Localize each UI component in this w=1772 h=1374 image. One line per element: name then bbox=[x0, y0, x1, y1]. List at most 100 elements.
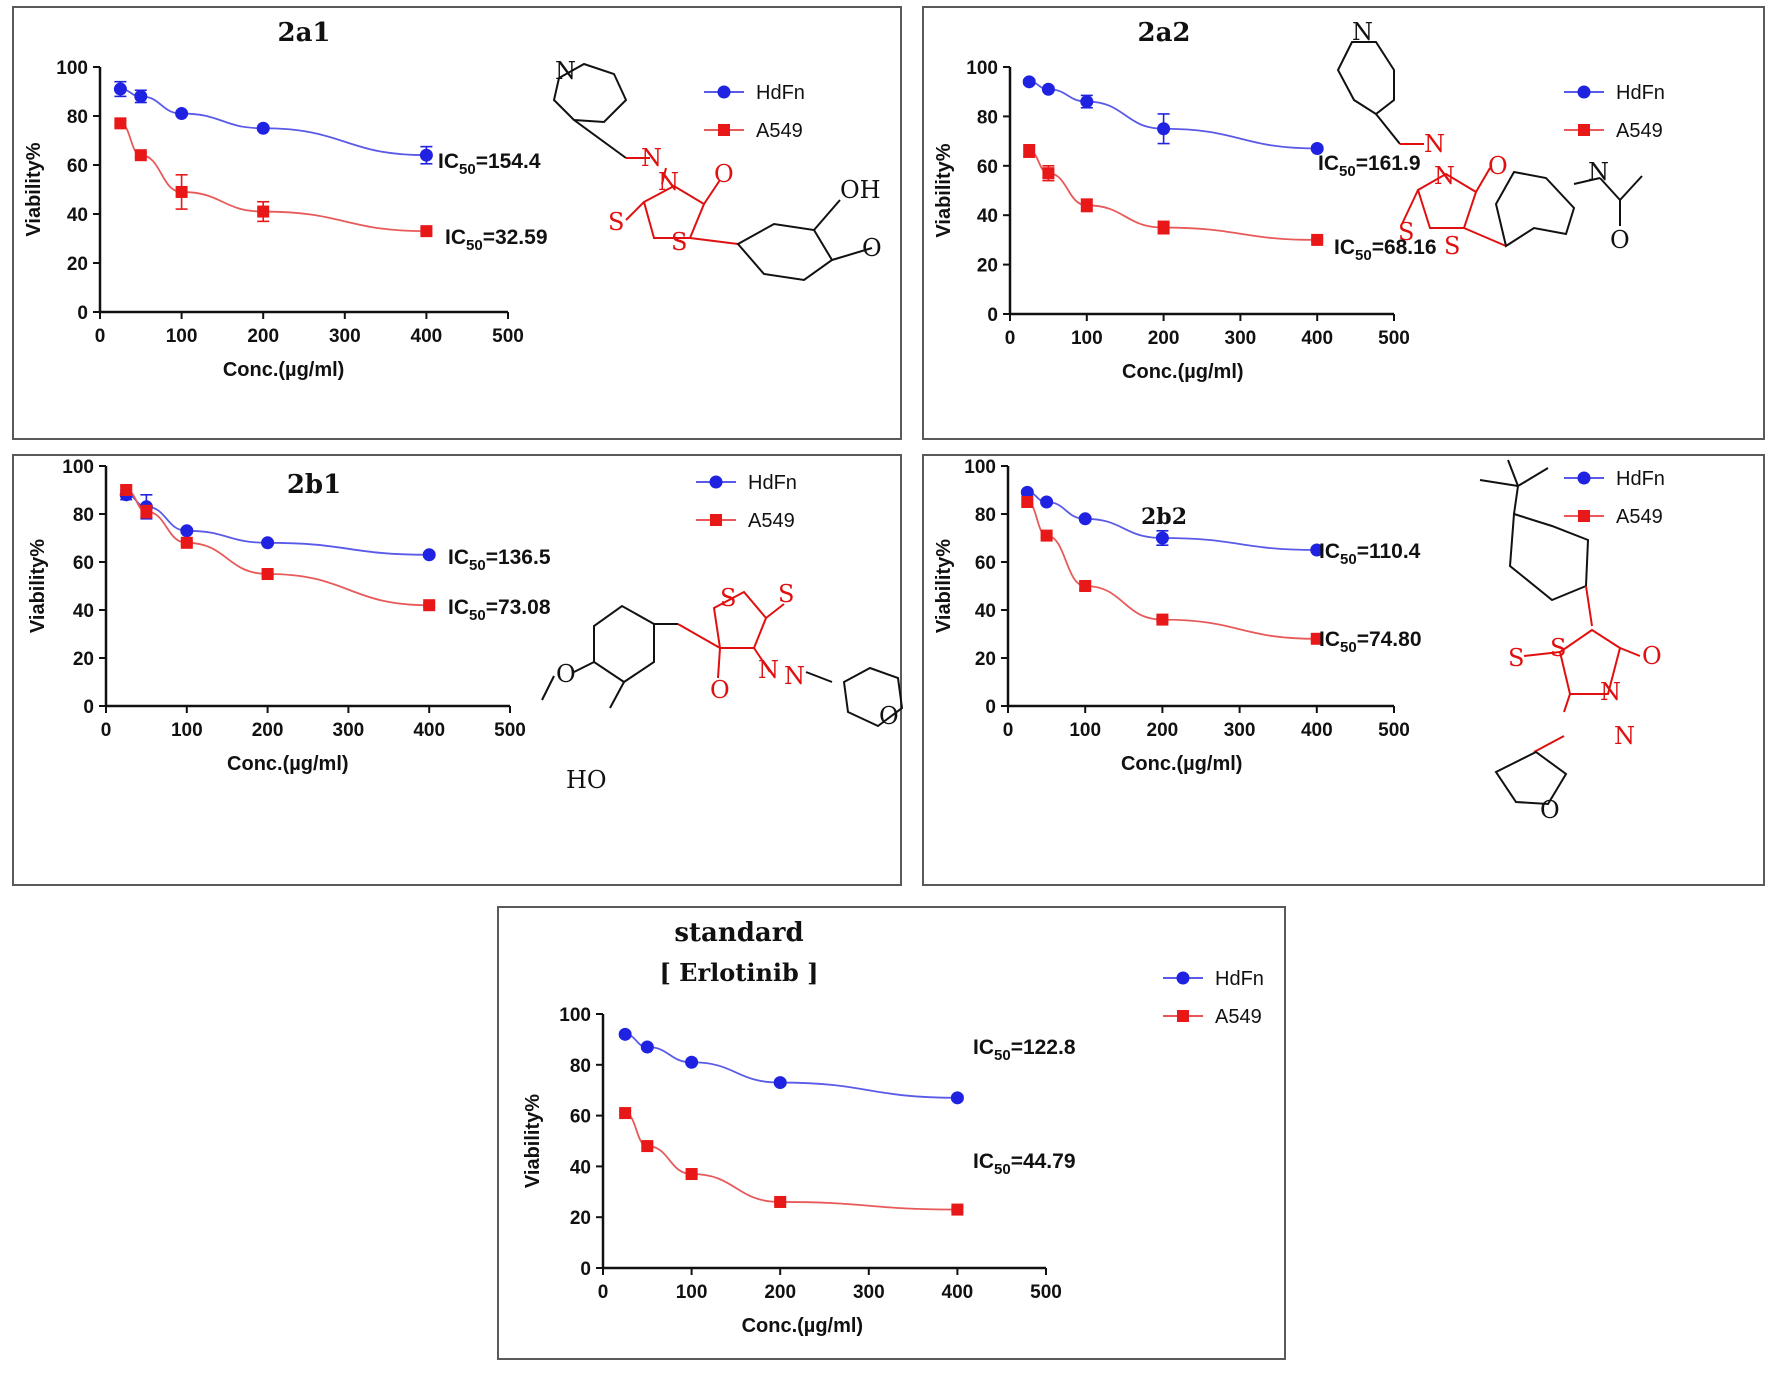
data-point-a549 bbox=[1310, 632, 1323, 645]
legend-label: A549 bbox=[1215, 1006, 1262, 1028]
structure-atom-label: O bbox=[1642, 642, 1662, 670]
structure-atom-label: S bbox=[720, 584, 736, 612]
ic50-annotation: IC50=74.80 bbox=[1319, 628, 1422, 656]
chart-title: 2b1 bbox=[286, 470, 342, 500]
chemical-structure: N N N O S S OH O bbox=[552, 57, 882, 282]
structure-atom-label: O bbox=[862, 234, 882, 262]
y-tick-label: 100 bbox=[964, 457, 996, 478]
x-tick-label: 500 bbox=[1378, 720, 1410, 741]
chart-svg: S S N N O O O HO 0 100 200 300 400 500 0 20 40 60… bbox=[27, 457, 904, 794]
ic50-annotation: IC50=73.08 bbox=[448, 596, 551, 624]
x-tick-label: 0 bbox=[598, 1282, 609, 1303]
legend-label: A549 bbox=[1616, 120, 1663, 142]
data-point-hdfn bbox=[773, 1076, 787, 1090]
ic50-annotation: IC50=122.8 bbox=[973, 1036, 1076, 1064]
series-a549 bbox=[1023, 144, 1324, 246]
data-point-a549 bbox=[180, 536, 193, 549]
y-tick-label: 40 bbox=[977, 206, 998, 227]
data-point-a549 bbox=[1040, 529, 1053, 542]
legend-marker bbox=[709, 475, 723, 489]
structure-atom-label: N bbox=[758, 656, 779, 684]
series-hdfn bbox=[113, 80, 433, 165]
y-tick-label: 0 bbox=[580, 1259, 591, 1280]
series-line bbox=[1026, 501, 1317, 640]
structure-atom-label: S bbox=[1444, 232, 1460, 260]
series-line bbox=[625, 1033, 958, 1099]
data-point-a549 bbox=[261, 568, 274, 580]
chemical-structure: N N N O S S N O bbox=[1336, 18, 1643, 260]
structure-atom-label: S bbox=[1550, 634, 1566, 662]
y-axis-label: Viability% bbox=[933, 143, 955, 237]
y-tick-label: 100 bbox=[56, 58, 88, 79]
structure-atom-label: N bbox=[1424, 130, 1445, 158]
plot-area: 0 100 200 300 400 500 0 20 40 60 80 100 Conc.(µg/ml)… bbox=[933, 58, 1665, 383]
data-point-a549 bbox=[619, 1107, 632, 1120]
data-point-a549 bbox=[1311, 233, 1324, 246]
legend-marker bbox=[710, 514, 722, 526]
data-point-a549 bbox=[774, 1195, 787, 1208]
y-tick-label: 40 bbox=[67, 205, 88, 226]
data-point-hdfn bbox=[261, 536, 275, 550]
ic50-annotation: IC50=154.4 bbox=[438, 150, 541, 178]
legend-marker bbox=[1577, 471, 1591, 485]
series-line bbox=[120, 122, 427, 233]
y-tick-label: 80 bbox=[73, 505, 94, 526]
chart-panel-2a2: 2a2 N N N O S S N O 0 100 200 300 400 500 0 20 4… bbox=[922, 6, 1765, 440]
y-tick-label: 40 bbox=[570, 1157, 591, 1178]
chart-panel-standard: standard [ Erlotinib ] 0 100 200 300 400 500 0… bbox=[497, 906, 1286, 1360]
data-point-a549 bbox=[1156, 613, 1169, 626]
y-tick-label: 80 bbox=[570, 1056, 591, 1077]
legend-label: HdFn bbox=[1215, 968, 1264, 990]
x-tick-label: 400 bbox=[1301, 720, 1333, 741]
x-tick-label: 0 bbox=[101, 720, 112, 741]
series-line bbox=[1028, 150, 1318, 241]
data-point-a549 bbox=[1023, 144, 1036, 157]
data-point-hdfn bbox=[1020, 485, 1034, 499]
x-tick-label: 100 bbox=[1071, 328, 1103, 349]
chart-panel-2b1: 2b1 S S N N O O O HO 0 100 200 300 400 500 0 20… bbox=[12, 454, 904, 886]
data-point-hdfn bbox=[1022, 75, 1036, 89]
data-point-hdfn bbox=[1157, 122, 1171, 136]
data-point-hdfn bbox=[1041, 82, 1055, 96]
structure-atom-label: O bbox=[714, 160, 734, 188]
legend-label: HdFn bbox=[1616, 468, 1665, 490]
chart-panel-2b2: 2b2 S S N O N O 0 100 200 300 400 500 0 20 40 60 8… bbox=[922, 454, 1765, 886]
chart-title: 2a2 bbox=[1137, 18, 1191, 48]
ic50-annotation: IC50=136.5 bbox=[448, 546, 551, 574]
data-point-hdfn bbox=[180, 524, 194, 538]
legend-label: A549 bbox=[756, 120, 803, 142]
data-point-a549 bbox=[685, 1168, 698, 1181]
data-point-a549 bbox=[420, 225, 433, 238]
data-point-a549 bbox=[951, 1203, 964, 1216]
series-a549 bbox=[120, 484, 436, 612]
data-point-hdfn bbox=[685, 1055, 699, 1069]
y-tick-label: 80 bbox=[975, 505, 996, 526]
y-axis-label: Viability% bbox=[27, 539, 49, 633]
structure-atom-label: N bbox=[1588, 158, 1609, 186]
y-tick-label: 60 bbox=[73, 553, 94, 574]
data-point-a549 bbox=[257, 205, 270, 218]
structure-atom-label: O bbox=[1540, 796, 1560, 824]
data-point-hdfn bbox=[950, 1091, 964, 1105]
y-tick-label: 60 bbox=[67, 156, 88, 177]
legend-marker bbox=[1578, 510, 1590, 522]
data-point-hdfn bbox=[256, 121, 270, 135]
series-hdfn bbox=[1022, 75, 1324, 156]
series-line bbox=[1029, 80, 1318, 150]
series-line bbox=[624, 1112, 958, 1211]
chart-title: 2b2 bbox=[1141, 504, 1187, 530]
x-tick-label: 0 bbox=[1003, 720, 1014, 741]
structure-atom-label: O bbox=[710, 676, 730, 704]
data-point-hdfn bbox=[1080, 95, 1094, 109]
ic50-annotation: IC50=68.16 bbox=[1334, 236, 1437, 264]
series-hdfn bbox=[618, 1027, 964, 1105]
y-tick-label: 80 bbox=[977, 107, 998, 128]
x-tick-label: 300 bbox=[853, 1282, 885, 1303]
y-tick-label: 100 bbox=[966, 58, 998, 79]
x-tick-label: 200 bbox=[1147, 720, 1179, 741]
x-tick-label: 500 bbox=[494, 720, 526, 741]
structure-atom-label: N bbox=[1352, 18, 1373, 46]
x-tick-label: 100 bbox=[166, 326, 198, 347]
x-tick-label: 0 bbox=[1005, 328, 1016, 349]
legend-label: HdFn bbox=[1616, 82, 1665, 104]
